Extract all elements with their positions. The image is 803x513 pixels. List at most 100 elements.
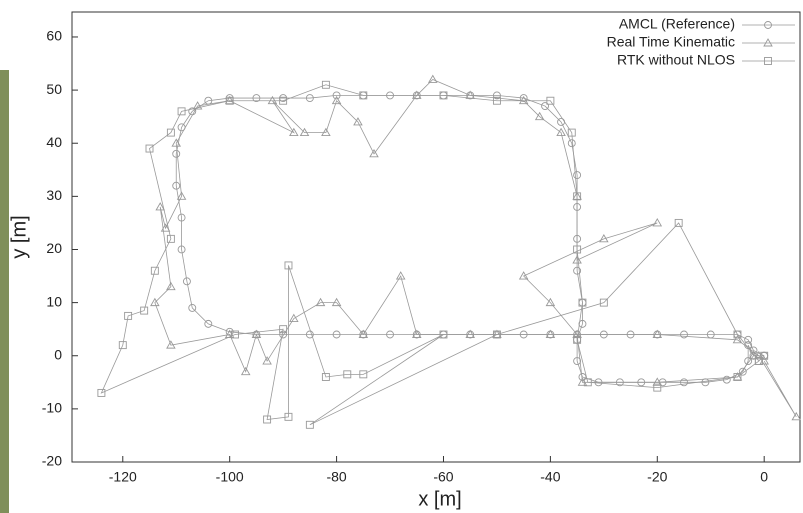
marker — [166, 281, 176, 291]
marker — [231, 330, 239, 339]
marker — [343, 370, 352, 379]
marker — [140, 306, 149, 315]
marker — [240, 366, 251, 376]
marker — [284, 261, 293, 270]
y-tick-label: -20 — [42, 453, 62, 469]
marker — [411, 329, 422, 338]
marker — [411, 90, 422, 99]
marker — [652, 329, 663, 338]
marker — [439, 91, 448, 100]
marker — [733, 373, 742, 381]
marker — [263, 415, 272, 424]
x-tick-label: -80 — [326, 469, 346, 485]
legend-label: RTK without NLOS — [617, 52, 735, 68]
marker — [262, 356, 272, 365]
legend-label: AMCL (Reference) — [619, 16, 735, 32]
marker — [166, 340, 176, 349]
marker — [518, 95, 529, 105]
y-axis-title: y [m] — [8, 215, 30, 258]
y-tick-label: -10 — [42, 400, 62, 416]
y-tick-label: 0 — [54, 346, 62, 362]
marker — [492, 91, 501, 100]
marker — [331, 297, 342, 307]
marker — [252, 94, 261, 103]
marker — [118, 341, 127, 350]
marker — [353, 117, 363, 126]
marker — [267, 95, 278, 105]
marker — [573, 245, 582, 254]
marker — [331, 95, 342, 105]
marker — [182, 277, 191, 286]
marker — [754, 357, 763, 366]
marker — [315, 297, 326, 307]
marker — [572, 255, 582, 264]
marker — [332, 91, 341, 100]
marker — [172, 181, 181, 190]
marker — [160, 223, 171, 232]
marker — [386, 330, 394, 339]
marker — [578, 319, 587, 328]
marker — [492, 96, 501, 105]
marker — [599, 298, 608, 307]
marker — [680, 378, 688, 387]
marker — [171, 138, 182, 147]
marker — [172, 149, 181, 158]
y-tick-label: 60 — [46, 28, 62, 44]
y-tick-label: 40 — [46, 134, 62, 150]
marker — [652, 377, 663, 386]
legend-label: Real Time Kinematic — [607, 34, 735, 50]
marker — [652, 218, 663, 227]
y-tick-label: 20 — [46, 240, 62, 256]
marker — [305, 420, 314, 429]
marker — [545, 329, 556, 338]
marker — [321, 127, 331, 137]
marker — [545, 297, 556, 307]
marker — [573, 171, 582, 180]
marker — [188, 303, 197, 312]
marker — [299, 127, 310, 137]
marker — [567, 139, 576, 148]
x-axis-title: x [m] — [418, 488, 461, 510]
x-tick-label: -20 — [647, 469, 667, 485]
marker — [177, 107, 186, 116]
marker — [573, 357, 582, 366]
marker — [653, 383, 662, 392]
marker — [492, 330, 501, 339]
marker — [674, 218, 683, 227]
marker — [145, 144, 154, 153]
x-tick-label: -40 — [540, 469, 560, 485]
marker — [534, 111, 545, 121]
marker — [439, 330, 448, 339]
marker — [155, 202, 165, 211]
marker — [573, 266, 582, 275]
map-strip — [0, 70, 9, 513]
marker — [395, 271, 406, 280]
marker — [166, 128, 175, 137]
marker — [763, 38, 773, 47]
marker — [518, 271, 529, 280]
marker — [97, 388, 106, 397]
x-tick-label: 0 — [760, 469, 768, 485]
marker — [541, 102, 549, 110]
plot-frame — [71, 11, 801, 463]
y-tick-label: 50 — [46, 81, 62, 97]
marker — [578, 298, 587, 307]
marker — [599, 233, 609, 243]
marker — [760, 351, 769, 360]
marker — [305, 330, 314, 339]
marker — [733, 330, 742, 339]
marker — [764, 57, 772, 65]
marker — [738, 367, 747, 376]
x-tick-label: -60 — [433, 469, 453, 485]
marker — [546, 96, 555, 105]
marker — [791, 411, 802, 421]
marker — [166, 234, 175, 243]
marker — [744, 335, 753, 344]
marker — [680, 330, 688, 339]
marker — [177, 213, 186, 222]
marker — [289, 127, 299, 137]
marker — [251, 329, 262, 338]
marker — [732, 372, 743, 381]
marker — [764, 21, 772, 29]
